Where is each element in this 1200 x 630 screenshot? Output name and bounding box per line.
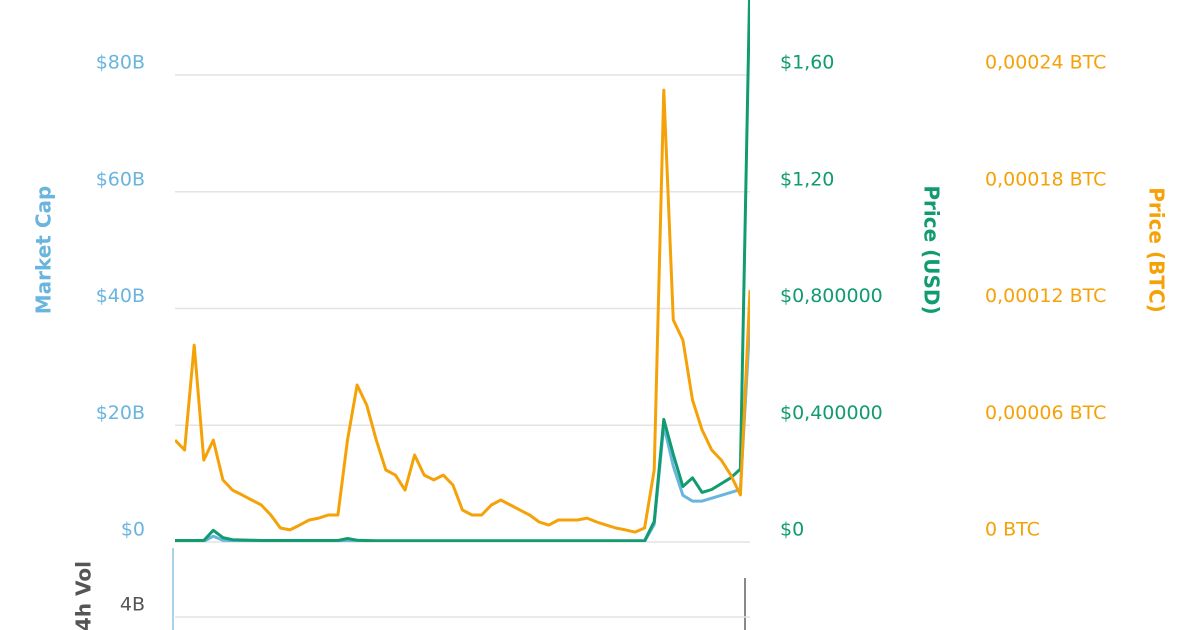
- y2-axis-title: Price (USD): [920, 185, 944, 314]
- tick-label: $0,400000: [780, 402, 883, 424]
- tick-label: $0,800000: [780, 285, 883, 307]
- tick-label: $0: [780, 519, 804, 541]
- tick-label: 0,00024 BTC: [985, 52, 1106, 74]
- tick-label: $40B: [96, 285, 145, 307]
- y3-axis-title: Price (BTC): [1145, 187, 1169, 313]
- tick-label: $1,60: [780, 52, 834, 74]
- volume-tick-label: 4B: [120, 594, 145, 616]
- tick-label: 0,00006 BTC: [985, 402, 1106, 424]
- tick-label: 0,00018 BTC: [985, 168, 1106, 190]
- series-line: [175, 0, 750, 542]
- plot: [175, 0, 750, 542]
- tick-label: $1,20: [780, 168, 834, 190]
- tick-label: $20B: [96, 402, 145, 424]
- tick-label: 0 BTC: [985, 519, 1040, 541]
- tick-label: $80B: [96, 52, 145, 74]
- y-axis-title: Market Cap: [32, 186, 56, 315]
- series-line: [175, 88, 750, 534]
- grid: [175, 74, 750, 618]
- tick-label: 0,00012 BTC: [985, 285, 1106, 307]
- tick-label: $0: [121, 519, 145, 541]
- tick-label: $60B: [96, 168, 145, 190]
- volume-title: 24h Vol: [72, 561, 96, 630]
